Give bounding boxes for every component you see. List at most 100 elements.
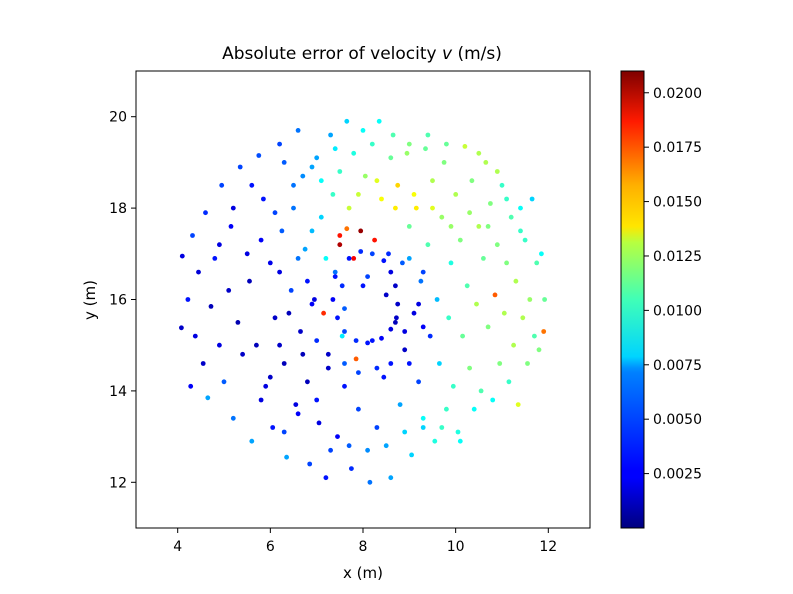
- scatter-point: [221, 379, 227, 385]
- scatter-point: [267, 260, 273, 266]
- scatter-point: [430, 205, 435, 211]
- scatter-point: [448, 260, 454, 266]
- scatter-point: [298, 329, 303, 334]
- scatter-point: [457, 438, 463, 444]
- scatter-point: [471, 406, 477, 412]
- colorbar: [620, 70, 645, 529]
- scatter-point: [362, 173, 368, 179]
- y-tick-label: 12: [109, 475, 127, 491]
- scatter-point: [295, 411, 301, 417]
- scatter-point: [351, 256, 357, 261]
- scatter-point: [277, 141, 282, 147]
- scatter-point: [418, 278, 424, 284]
- scatter-point: [360, 283, 366, 289]
- scatter-point: [439, 214, 445, 220]
- x-tick-label: 12: [539, 539, 557, 555]
- y-axis-ticks: 12 14 16 18 20: [109, 110, 136, 491]
- scatter-point: [381, 374, 387, 380]
- scatter-point: [339, 333, 345, 339]
- scatter-point: [342, 306, 347, 311]
- y-tick-label: 18: [109, 201, 127, 217]
- x-tick-label: 10: [447, 539, 465, 555]
- scatter-point: [353, 356, 359, 362]
- scatter-point: [309, 164, 315, 170]
- scatter-point: [386, 251, 391, 257]
- x-axis-label: x (m): [343, 564, 383, 582]
- scatter-point: [365, 274, 370, 279]
- scatter-point: [247, 278, 252, 284]
- scatter-point: [249, 182, 255, 188]
- scatter-point: [372, 237, 377, 243]
- scatter-point: [281, 429, 287, 435]
- scatter-point: [332, 146, 338, 152]
- scatter-point: [420, 269, 426, 275]
- scatter-point: [395, 182, 401, 188]
- scatter-point: [476, 150, 482, 156]
- scatter-point: [226, 288, 232, 293]
- scatter-point: [529, 196, 535, 202]
- scatter-point: [351, 150, 357, 156]
- scatter-point: [394, 315, 399, 321]
- scatter-point: [383, 292, 389, 298]
- x-axis-ticks: 4 6 8 10 12: [173, 528, 557, 555]
- scatter-point: [457, 237, 463, 243]
- scatter-point: [522, 237, 528, 243]
- scatter-point: [277, 269, 282, 275]
- scatter-point: [393, 205, 398, 211]
- scatter-point: [437, 361, 442, 366]
- scatter-point: [307, 461, 313, 467]
- scatter-point: [179, 325, 184, 331]
- scatter-point: [235, 320, 241, 325]
- scatter-point: [249, 438, 255, 444]
- scatter-point: [318, 178, 324, 184]
- scatter-point: [513, 278, 519, 284]
- scatter-point: [263, 383, 269, 389]
- scatter-point: [208, 304, 214, 309]
- scatter-point: [337, 169, 343, 174]
- scatter-point: [192, 333, 198, 339]
- scatter-point: [420, 425, 426, 430]
- scatter-point: [430, 178, 435, 184]
- scatter-point: [337, 242, 343, 248]
- scatter-point: [478, 388, 484, 394]
- scatter-point: [267, 374, 273, 380]
- scatter-point: [205, 395, 211, 401]
- scatter-point: [518, 205, 523, 211]
- scatter-point: [344, 226, 350, 232]
- scatter-point: [374, 425, 380, 430]
- y-tick-label: 20: [109, 110, 127, 126]
- scatter-point: [309, 228, 315, 234]
- scatter-point: [395, 301, 401, 307]
- scatter-point: [406, 256, 412, 261]
- scatter-point: [190, 233, 195, 238]
- scatter-point: [406, 141, 412, 147]
- scatter-point: [388, 361, 394, 366]
- x-tick-label: 4: [173, 539, 182, 555]
- scatter-point: [230, 205, 236, 211]
- scatter-point: [441, 160, 447, 165]
- scatter-point: [323, 475, 329, 481]
- scatter-point: [291, 205, 296, 211]
- scatter-point: [281, 160, 287, 165]
- scatter-point: [293, 402, 299, 407]
- scatter-point: [328, 132, 333, 138]
- scatter-point: [332, 269, 338, 275]
- scatter-point: [402, 329, 408, 334]
- scatter-point: [383, 443, 389, 449]
- scatter-point: [284, 454, 289, 460]
- scatter-point: [494, 169, 500, 174]
- scatter-point: [381, 258, 387, 264]
- scatter-point: [388, 155, 394, 161]
- scatter-point: [515, 402, 521, 407]
- scatter-point: [488, 201, 493, 206]
- scatter-point: [314, 338, 320, 343]
- colorbar-tick-label: 0.0100: [653, 303, 702, 319]
- scatter-point: [256, 153, 262, 158]
- scatter-point: [469, 178, 475, 184]
- scatter-point: [185, 297, 191, 302]
- scatter-point: [272, 210, 278, 216]
- scatter-point: [300, 351, 306, 357]
- scatter-point: [295, 256, 301, 261]
- scatter-point: [360, 127, 366, 133]
